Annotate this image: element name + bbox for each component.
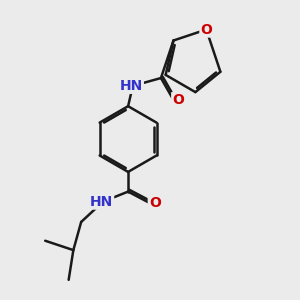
Text: O: O bbox=[149, 196, 161, 210]
Text: HN: HN bbox=[120, 79, 143, 93]
Text: HN: HN bbox=[90, 195, 113, 208]
Text: O: O bbox=[200, 22, 212, 37]
Text: O: O bbox=[172, 93, 184, 107]
